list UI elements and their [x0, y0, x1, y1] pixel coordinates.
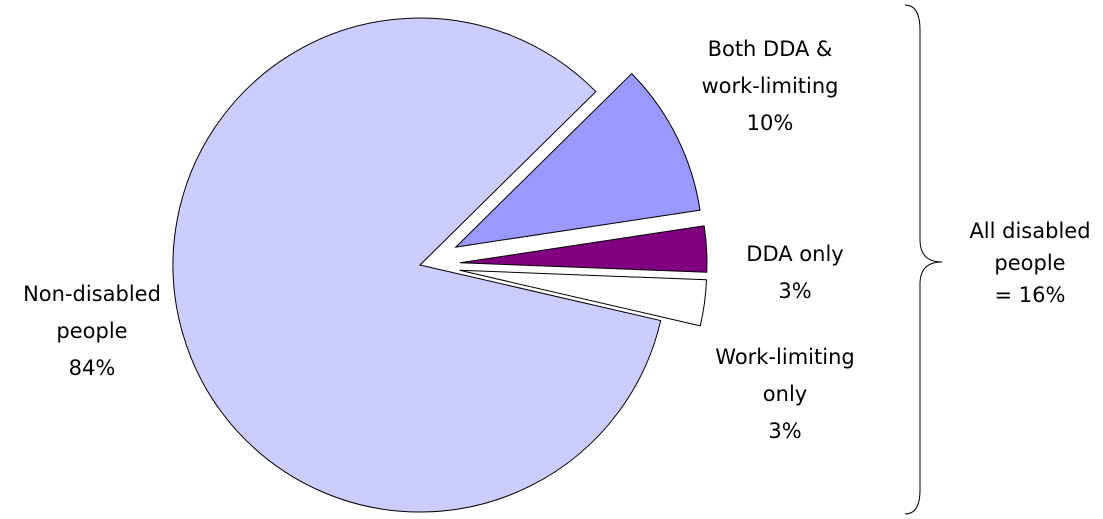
slice-label: Both DDA & — [708, 37, 833, 61]
value-label: 84% — [69, 356, 116, 380]
value-label: 10% — [747, 111, 794, 135]
pie-slice — [172, 17, 662, 513]
slice-label: DDA only — [746, 242, 843, 266]
value-label: 3% — [768, 419, 801, 443]
slice-label: people — [56, 319, 127, 343]
annotation: = 16% — [995, 283, 1066, 307]
slice-label: only — [763, 382, 807, 406]
pie-slice — [454, 72, 701, 248]
annotation: All disabled — [969, 219, 1090, 243]
slice-label: work-limiting — [701, 74, 838, 98]
brace — [904, 4, 943, 515]
value-label: 3% — [778, 279, 811, 303]
pie-slice — [459, 269, 707, 327]
slice-label: Non-disabled — [23, 282, 161, 306]
pie-slice — [459, 225, 708, 273]
annotation: people — [994, 251, 1065, 275]
slice-label: Work-limiting — [715, 345, 854, 369]
